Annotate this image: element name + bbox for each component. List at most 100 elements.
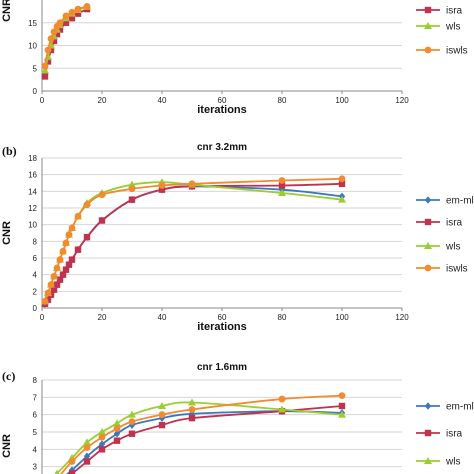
y-tick-label: 4	[33, 271, 38, 280]
y-tick-label: 10	[28, 221, 37, 230]
x-tick-label: 100	[335, 313, 349, 322]
data-point-iswls	[44, 46, 52, 54]
series-group	[41, 175, 346, 308]
y-tick-label: 4	[33, 445, 38, 454]
data-point-iswls	[278, 177, 286, 184]
y-tick-label: 8	[33, 237, 38, 246]
data-point-iswls	[128, 418, 136, 425]
data-point-iswls	[62, 239, 70, 247]
data-point-wls	[83, 438, 91, 446]
data-point-isra	[338, 402, 346, 410]
data-point-iswls	[56, 256, 64, 264]
data-point-wls	[128, 180, 136, 188]
data-point-wls	[188, 398, 196, 406]
legend-label-isra: isra	[446, 429, 463, 440]
legend-marker-iswls	[424, 264, 432, 272]
data-point-iswls	[113, 425, 121, 432]
legend-label-em-ml: em-ml	[446, 196, 474, 207]
data-point-wls	[41, 66, 49, 74]
data-point-iswls	[56, 19, 64, 27]
x-tick-label: 40	[158, 96, 167, 105]
legend: em-ml isra wls	[416, 402, 474, 468]
data-point-isra	[50, 286, 58, 293]
series-line-em-ml	[65, 410, 343, 474]
x-axis-label: iterations	[197, 321, 247, 333]
legend-marker-wls	[424, 22, 432, 29]
data-point-wls	[338, 195, 346, 203]
panel-label: (c)	[2, 369, 15, 383]
data-point-isra	[83, 458, 91, 465]
data-point-isra	[98, 446, 106, 453]
data-point-iswls	[44, 289, 52, 297]
data-point-em-ml	[98, 440, 106, 448]
data-point-em-ml	[158, 414, 166, 422]
data-point-isra	[62, 266, 70, 273]
x-tick-label: 80	[278, 313, 287, 322]
data-point-isra	[83, 233, 91, 241]
data-point-iswls	[128, 185, 136, 193]
y-tick-label: 16	[28, 171, 37, 180]
legend: isra wls iswls	[416, 6, 468, 57]
y-tick-label: 3	[33, 463, 38, 472]
chart-panel-3: 3 4 5 6 7 8 CNR cnr 1.6mm (c) em-ml isra wls	[1, 362, 474, 474]
data-point-isra	[74, 10, 82, 17]
y-tick-label: 0	[33, 87, 38, 96]
y-axis-label: CNR	[1, 0, 13, 22]
legend-marker-wls	[424, 457, 432, 464]
data-point-em-ml	[113, 429, 121, 438]
data-point-iswls	[65, 231, 73, 239]
legend-marker-isra	[424, 6, 432, 14]
data-point-iswls	[98, 433, 106, 441]
legend: em-ml isra wls iswls	[416, 196, 474, 275]
data-point-iswls	[83, 201, 91, 209]
data-point-isra	[128, 430, 136, 437]
series-line-isra	[69, 405, 343, 474]
legend-label-isra: isra	[446, 218, 463, 229]
data-point-isra	[56, 26, 64, 33]
legend-label-isra: isra	[446, 6, 463, 17]
y-tick-label: 10	[28, 42, 37, 51]
data-point-isra	[128, 196, 136, 203]
data-point-isra	[53, 281, 61, 288]
series-line-iswls	[59, 394, 343, 474]
x-tick-label: 0	[40, 96, 45, 105]
data-point-em-ml	[188, 410, 196, 418]
data-point-iswls	[83, 444, 91, 451]
legend-marker-em-ml	[424, 402, 432, 410]
data-point-isra	[68, 15, 76, 22]
legend-label-iswls: iswls	[446, 46, 468, 57]
data-point-iswls	[158, 411, 166, 419]
data-point-isra	[158, 186, 166, 193]
y-tick-label: 7	[33, 393, 38, 402]
data-point-iswls	[62, 12, 70, 20]
y-tick-label: 5	[33, 64, 38, 73]
data-point-iswls	[278, 395, 286, 403]
data-point-iswls	[158, 182, 166, 189]
data-point-iswls	[41, 297, 49, 305]
data-point-isra	[278, 182, 286, 189]
data-point-iswls	[188, 180, 196, 188]
chart-panel-1: 0 5 10 15 0 20 40 60 80 100 120 iterations CNR isra wl…	[1, 0, 468, 116]
data-point-isra	[74, 246, 82, 253]
data-point-isra	[44, 296, 52, 303]
y-axis-label: CNR	[1, 221, 13, 245]
data-point-iswls	[338, 175, 346, 183]
legend-marker-wls	[424, 242, 432, 249]
x-tick-label: 60	[218, 96, 227, 105]
legend-marker-isra	[424, 429, 432, 437]
y-axis-label: CNR	[1, 434, 13, 458]
data-point-iswls	[53, 264, 61, 272]
data-point-isra	[68, 256, 76, 263]
data-point-isra	[113, 437, 121, 444]
data-point-iswls	[188, 406, 196, 413]
data-point-iswls	[59, 247, 67, 255]
data-point-wls	[54, 469, 60, 474]
panel-label: (b)	[2, 144, 17, 158]
data-point-wls	[278, 405, 286, 413]
data-point-iswls	[68, 458, 76, 465]
series-group	[41, 2, 91, 80]
data-point-isra	[68, 470, 76, 474]
data-point-isra	[59, 271, 67, 278]
data-point-wls	[98, 428, 106, 435]
